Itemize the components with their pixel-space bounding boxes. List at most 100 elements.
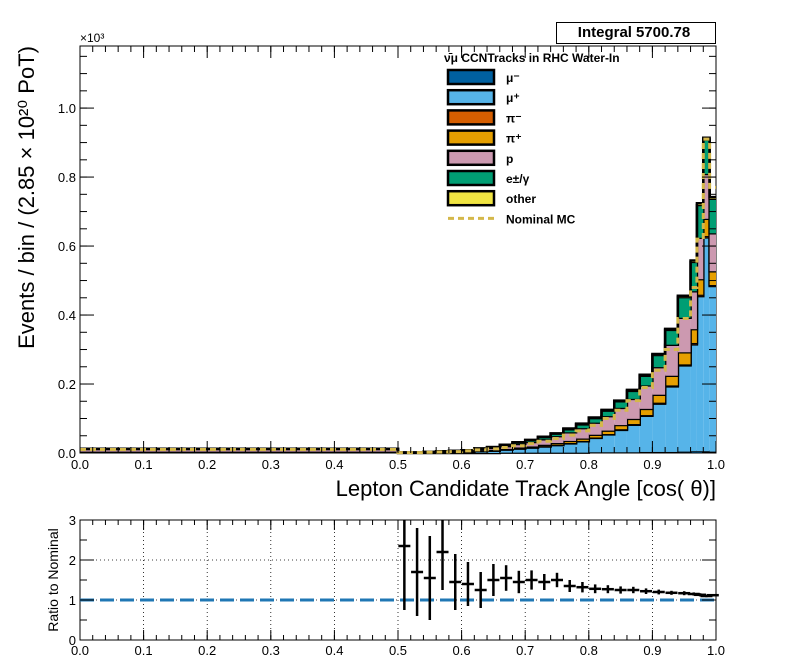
stack-bar-4-24 <box>690 291 697 330</box>
stacked-histogram-bars <box>80 136 716 455</box>
stack-bar-4-20 <box>639 385 653 409</box>
stack-bar-4-12 <box>537 439 551 445</box>
ratio-x-tick-label: 0.3 <box>262 643 280 658</box>
stack-bar-5-19 <box>626 390 640 399</box>
x-tick-label: 0.8 <box>580 457 598 472</box>
stack-bar-3-19 <box>626 418 640 425</box>
stack-bar-4-26 <box>703 173 710 219</box>
stack-bar-1-15 <box>576 441 589 453</box>
legend-title: ν̄μ CCNTracks in RHC Water-In <box>444 51 620 65</box>
x-tick-label: 1.0 <box>707 457 725 472</box>
stack-bar-5-21 <box>652 355 666 368</box>
integral-stat-box: Integral 5700.78 <box>556 22 716 44</box>
y-axis-exponent: ×10³ <box>80 31 104 45</box>
legend-swatch-5 <box>446 169 496 187</box>
stack-bar-5-16 <box>588 418 602 423</box>
stack-bar-1-13 <box>550 445 564 453</box>
ratio-y-tick-label: 2 <box>69 553 76 568</box>
legend: ν̄μ CCNTracks in RHC Water-In μ⁻ μ⁺ π⁻ π⁺ pe… <box>444 51 620 226</box>
stack-bar-5-23 <box>677 297 691 318</box>
stack-bar-5-18 <box>614 401 627 408</box>
stack-bar-1-14 <box>563 443 577 453</box>
x-tick-label: 0.2 <box>198 457 216 472</box>
stack-bar-5-24 <box>690 261 697 292</box>
stack-bar-3-18 <box>614 425 627 430</box>
ratio-grid <box>79 519 717 641</box>
stack-bar-1-27 <box>709 286 716 452</box>
stack-bar-3-17 <box>601 430 615 435</box>
ratio-panel: 0 1 2 3 0.0 0.1 0.2 0.3 0.4 0.5 0.6 0.7 0.8 0.9 1.0 R… <box>45 513 725 658</box>
main-plot-frame <box>79 45 717 454</box>
stack-bar-3-27 <box>709 271 716 286</box>
stack-bar-4-22 <box>665 344 678 376</box>
integral-label: Integral <box>577 24 632 41</box>
stack-bar-3-16 <box>588 434 602 438</box>
stack-bar-3-25 <box>696 279 704 295</box>
stack-bar-4-25 <box>696 237 704 280</box>
x-tick-label: 0.6 <box>453 457 471 472</box>
ratio-x-tick-label: 0.6 <box>453 643 471 658</box>
stack-bar-1-24 <box>690 344 697 452</box>
legend-swatch-4 <box>446 149 496 167</box>
ratio-y-axis-label: Ratio to Nominal <box>45 528 61 632</box>
legend-label-7: Nominal MC <box>506 212 576 226</box>
main-x-axis-ticks: 0.0 0.1 0.2 0.3 0.4 0.5 0.6 0.7 0.8 0.9 1.0 <box>71 46 725 472</box>
main-y-axis-label: Events / bin / (2.85 × 10²⁰ PoT) <box>14 46 39 349</box>
ratio-y-tick-label: 0 <box>69 633 76 648</box>
ratio-x-tick-label: 0.8 <box>580 643 598 658</box>
y-tick-label: 0.6 <box>58 239 76 254</box>
stack-bar-3-23 <box>677 352 691 365</box>
stack-bar-1-9 <box>499 449 513 453</box>
ratio-x-tick-label: 0.0 <box>71 643 89 658</box>
ratio-x-tick-label: 0.4 <box>325 643 343 658</box>
y-tick-label: 0.0 <box>58 446 76 461</box>
stack-bar-4-14 <box>563 432 577 441</box>
y-tick-label: 1.0 <box>58 101 76 116</box>
stack-bar-1-20 <box>639 415 653 452</box>
ratio-x-tick-label: 1.0 <box>707 643 725 658</box>
ratio-x-tick-label: 0.2 <box>198 643 216 658</box>
stack-bar-3-20 <box>639 408 653 416</box>
ratio-y-tick-label: 3 <box>69 513 76 528</box>
stack-bar-5-14 <box>563 429 577 433</box>
x-tick-label: 0.3 <box>262 457 280 472</box>
stack-bar-4-19 <box>626 398 640 419</box>
stack-bar-1-12 <box>537 446 551 453</box>
legend-label-3: π⁺ <box>506 132 522 146</box>
stack-bar-1-22 <box>665 386 678 452</box>
stack-bar-5-27 <box>709 198 716 234</box>
stack-bar-5-25 <box>696 205 704 238</box>
stack-bar-3-21 <box>652 394 666 403</box>
stack-bar-1-11 <box>525 447 538 453</box>
x-tick-label: 0.5 <box>389 457 407 472</box>
legend-swatch-1 <box>446 88 496 106</box>
stack-bar-1-19 <box>626 424 640 453</box>
y-tick-label: 0.2 <box>58 377 76 392</box>
legend-swatch-3 <box>446 129 496 146</box>
main-y-axis-ticks: 0.0 0.2 0.4 0.6 0.8 1.0 <box>58 55 716 461</box>
x-tick-label: 0.9 <box>643 457 661 472</box>
stack-bar-1-17 <box>601 434 615 453</box>
stack-bar-5-26 <box>703 139 710 174</box>
ratio-x-axis-ticks: 0.0 0.1 0.2 0.3 0.4 0.5 0.6 0.7 0.8 0.9 1.0 <box>71 520 725 658</box>
main-histogram-panel: 0.0 0.2 0.4 0.6 0.8 1.0 0.0 0.1 0.2 0.3 0.4 0.5 0.6… <box>14 31 725 501</box>
legend-label-2: π⁻ <box>506 111 522 125</box>
x-tick-label: 0.0 <box>71 457 89 472</box>
stack-bar-1-16 <box>588 437 602 453</box>
x-tick-label: 0.7 <box>516 457 534 472</box>
y-tick-label: 0.8 <box>58 170 76 185</box>
legend-label-0: μ⁻ <box>506 71 520 85</box>
stack-bar-4-15 <box>576 428 589 439</box>
legend-swatch-2 <box>446 109 496 126</box>
stack-bar-3-24 <box>690 329 697 343</box>
stack-bar-4-18 <box>614 407 627 426</box>
stack-bar-4-21 <box>652 367 666 395</box>
stack-bar-4-27 <box>709 233 716 272</box>
x-tick-label: 0.4 <box>325 457 343 472</box>
ratio-points <box>398 520 719 620</box>
legend-label-4: p <box>506 152 513 166</box>
stack-bar-5-22 <box>665 329 678 345</box>
ratio-x-tick-label: 0.7 <box>516 643 534 658</box>
integral-value: 5700.78 <box>635 24 691 41</box>
